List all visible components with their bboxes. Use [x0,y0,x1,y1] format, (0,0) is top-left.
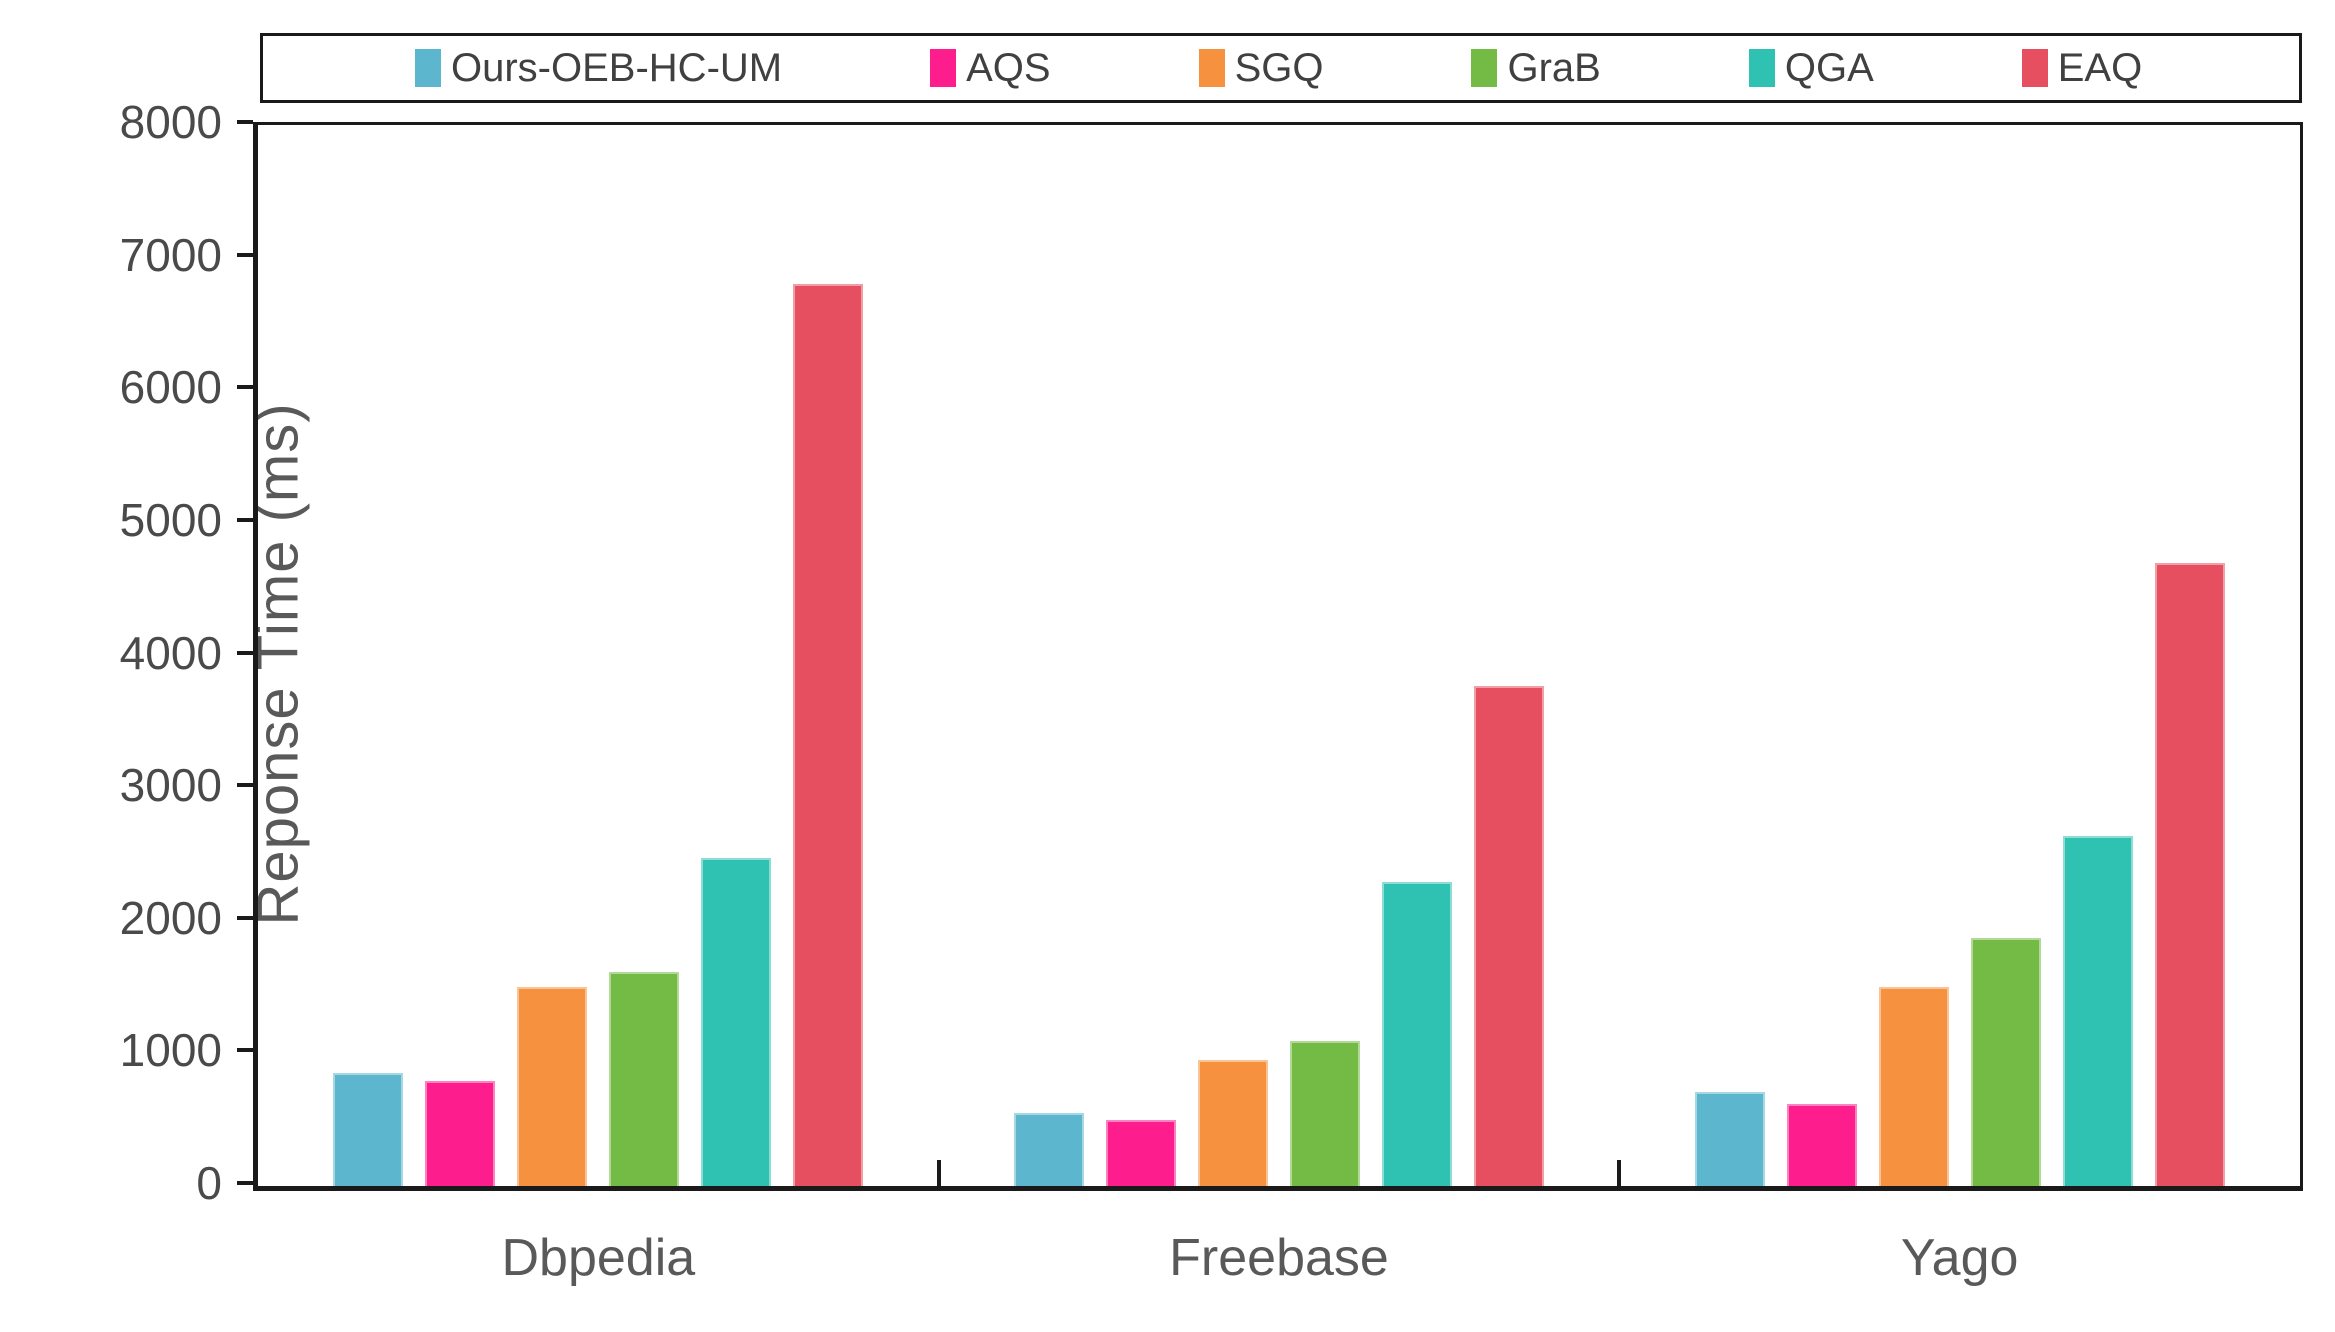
bar-dbpedia-grab [609,972,680,1186]
legend-swatch-icon [415,49,441,87]
legend-label: QGA [1784,45,1874,90]
x-axis-boundary-tick [1617,1160,1622,1186]
y-tick-mark [237,252,253,257]
bar-dbpedia-sgq [517,987,588,1186]
legend-item-aqs: AQS [930,45,1051,91]
y-tick-label: 2000 [119,891,222,944]
category-label-freebase: Freebase [1169,1229,1389,1287]
x-axis-boundary-tick [936,1160,941,1186]
bar-yago-aqs [1786,1103,1857,1186]
legend-item-grab: GraB [1471,45,1601,91]
y-tick-label: 5000 [119,493,222,546]
bar-freebase-eaq [1474,686,1544,1186]
bar-freebase-ours-oeb-hc-um [1014,1113,1084,1186]
legend-swatch-icon [930,49,957,87]
bar-yago-eaq [2154,562,2225,1186]
y-tick-mark [237,1048,253,1053]
bar-dbpedia-aqs [425,1081,496,1186]
y-tick-label: 8000 [119,96,222,148]
bar-dbpedia-ours-oeb-hc-um [333,1073,404,1186]
category-label-dbpedia: Dbpedia [501,1229,696,1287]
chart-legend: Ours-OEB-HC-UM AQS SGQ GraB QGA EAQ [260,33,2302,103]
category-label-yago: Yago [1900,1229,2019,1287]
legend-item-eaq: EAQ [2021,45,2143,91]
legend-label: AQS [966,45,1051,90]
y-tick-mark [237,120,253,124]
legend-label: SGQ [1234,45,1324,90]
y-tick-label: 0 [196,1157,222,1209]
legend-label: Ours-OEB-HC-UM [451,45,783,90]
y-tick-mark [237,385,253,390]
y-tick-label: 4000 [119,626,222,679]
bar-freebase-qga [1382,882,1452,1186]
legend-swatch-icon [1198,49,1225,87]
bar-yago-ours-oeb-hc-um [1694,1091,1765,1186]
legend-item-ours-oeb-hc-um: Ours-OEB-HC-UM [415,46,782,91]
bar-yago-grab [1970,938,2041,1186]
bar-dbpedia-qga [701,858,772,1186]
bar-dbpedia-eaq [793,284,864,1186]
plot-area [253,122,2303,1191]
legend-label: EAQ [2057,45,2143,90]
legend-swatch-icon [2021,49,2048,87]
y-tick-label: 7000 [119,228,222,281]
y-tick-mark [237,915,253,920]
y-tick-mark [237,783,253,788]
y-tick-mark [237,1181,253,1185]
bar-freebase-grab [1290,1041,1360,1186]
legend-swatch-icon [1471,49,1498,87]
legend-item-qga: QGA [1748,45,1874,91]
legend-item-sgq: SGQ [1198,45,1324,91]
y-tick-mark [237,650,253,655]
bar-yago-sgq [1878,987,1949,1186]
y-tick-label: 3000 [119,759,222,812]
y-tick-label: 6000 [119,361,222,414]
bar-freebase-sgq [1198,1060,1268,1186]
y-tick-mark [237,517,253,522]
bar-freebase-aqs [1106,1119,1176,1186]
y-tick-label: 1000 [119,1024,222,1077]
legend-swatch-icon [1748,49,1775,87]
bar-yago-qga [2062,835,2133,1186]
legend-label: GraB [1507,45,1601,90]
